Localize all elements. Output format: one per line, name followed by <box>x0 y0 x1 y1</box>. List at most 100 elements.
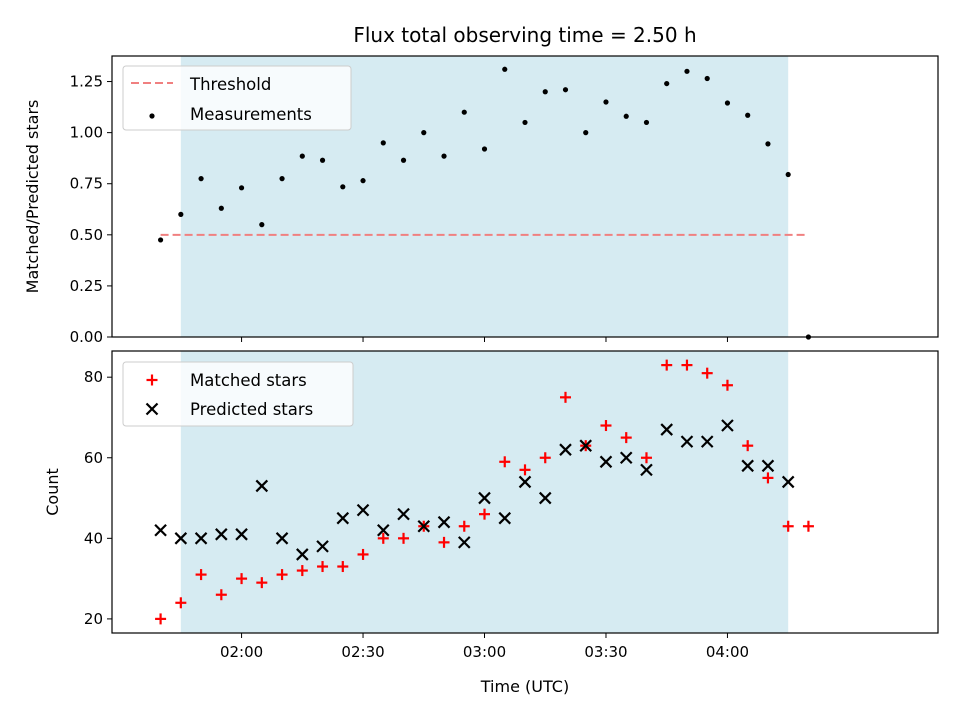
count-panel: 20 40 60 80 02:00 02:30 03:00 03:30 04:00 Count… <box>43 350 939 696</box>
matched-star-point <box>337 561 349 573</box>
predicted-star-point <box>559 443 572 456</box>
ratio-y-ticks: 0.00 0.25 0.50 0.75 1.00 1.25 <box>70 73 112 346</box>
y-tick-label: 0.00 <box>70 328 103 346</box>
predicted-star-point <box>194 532 208 545</box>
matched-star-point <box>215 589 227 601</box>
ratio-y-axis-label: Matched/Predicted stars <box>23 100 42 294</box>
measurement-point <box>603 99 609 105</box>
measurement-point <box>238 185 245 191</box>
x-tick-label: 02:00 <box>220 643 263 661</box>
y-tick-label: 40 <box>84 529 103 547</box>
measurement-point <box>785 171 791 178</box>
measurement-point <box>461 109 467 115</box>
measurement-point <box>380 140 386 146</box>
predicted-stars-points <box>154 419 795 561</box>
predicted-star-point <box>296 548 309 561</box>
predicted-star-point <box>579 439 593 452</box>
predicted-star-point <box>457 536 471 549</box>
predicted-star-point <box>781 475 795 489</box>
matched-star-point <box>175 597 187 609</box>
legend-predicted-swatch <box>145 402 159 416</box>
y-tick-label: 60 <box>84 449 103 467</box>
measurement-point <box>623 113 629 119</box>
measurement-point <box>745 112 751 118</box>
matched-star-point <box>539 452 551 464</box>
measurement-point <box>765 141 771 147</box>
measurement-point <box>340 184 346 190</box>
legend-plus-marker <box>146 374 158 386</box>
matched-star-point <box>721 379 733 391</box>
measurement-point <box>400 157 407 163</box>
matched-star-point <box>802 520 814 532</box>
measurement-point <box>684 68 690 74</box>
measurement-point <box>562 87 569 93</box>
predicted-star-point <box>680 435 694 448</box>
legend-matched-swatch <box>146 374 158 386</box>
matched-star-point <box>317 561 329 573</box>
predicted-star-point <box>356 503 370 517</box>
measurement-point <box>502 66 508 72</box>
predicted-star-point <box>498 511 512 525</box>
predicted-star-point <box>741 459 754 473</box>
matched-star-point <box>377 532 389 544</box>
ratio-x-ticks <box>241 337 728 342</box>
measurement-points <box>157 66 812 340</box>
ratio-legend-box <box>122 65 352 131</box>
predicted-star-point <box>377 523 390 537</box>
measurement-point <box>643 119 650 126</box>
x-tick-label: 03:30 <box>584 643 627 661</box>
legend-measurements-swatch <box>149 113 155 119</box>
measurement-point <box>360 178 366 184</box>
matched-star-point <box>236 573 248 585</box>
predicted-star-point <box>316 540 329 553</box>
x-tick-label: 04:00 <box>706 643 749 661</box>
predicted-star-point <box>154 523 167 537</box>
legend-x-marker <box>145 402 159 416</box>
predicted-star-point <box>336 511 350 525</box>
predicted-star-point <box>437 515 451 529</box>
chart-title: Flux total observing time = 2.50 h <box>353 23 696 47</box>
measurement-point <box>481 146 488 152</box>
predicted-star-point <box>275 532 289 545</box>
y-tick-label: 0.75 <box>70 175 103 193</box>
measurement-point <box>299 153 305 159</box>
measurement-point <box>157 237 164 243</box>
y-tick-label: 20 <box>84 610 103 628</box>
predicted-star-point <box>478 491 491 505</box>
legend-predicted-label: Predicted stars <box>190 400 313 419</box>
matched-star-point <box>499 456 511 468</box>
predicted-star-point <box>215 528 228 541</box>
matched-star-point <box>559 391 571 403</box>
matched-star-point <box>296 565 308 577</box>
matched-star-point <box>620 432 632 444</box>
matched-star-point <box>458 520 470 532</box>
predicted-star-point <box>397 507 410 521</box>
y-tick-label: 1.25 <box>70 73 103 91</box>
measurement-point <box>279 176 285 182</box>
matched-star-point <box>681 359 693 371</box>
matched-star-point <box>256 577 268 589</box>
predicted-star-point <box>417 519 431 533</box>
matched-star-point <box>640 452 652 464</box>
matched-star-point <box>519 464 531 476</box>
measurement-point <box>259 222 265 228</box>
count-axes-frame <box>111 350 939 634</box>
matched-star-point <box>398 532 410 544</box>
measurement-point <box>421 130 427 136</box>
predicted-star-point <box>518 475 532 489</box>
count-legend-box <box>122 361 354 427</box>
count-x-ticks: 02:00 02:30 03:00 03:30 04:00 <box>220 633 749 661</box>
predicted-star-point <box>640 463 653 477</box>
y-tick-label: 0.50 <box>70 226 103 244</box>
y-tick-label: 0.25 <box>70 277 103 295</box>
measurement-point <box>198 176 204 182</box>
predicted-star-point <box>721 419 734 432</box>
measurement-point <box>218 205 224 211</box>
matched-star-point <box>782 520 794 532</box>
matched-star-point <box>600 420 612 432</box>
legend-matched-label: Matched stars <box>190 371 307 390</box>
measurement-point <box>704 75 710 82</box>
x-tick-label: 02:30 <box>341 643 384 661</box>
predicted-star-point <box>700 435 714 448</box>
